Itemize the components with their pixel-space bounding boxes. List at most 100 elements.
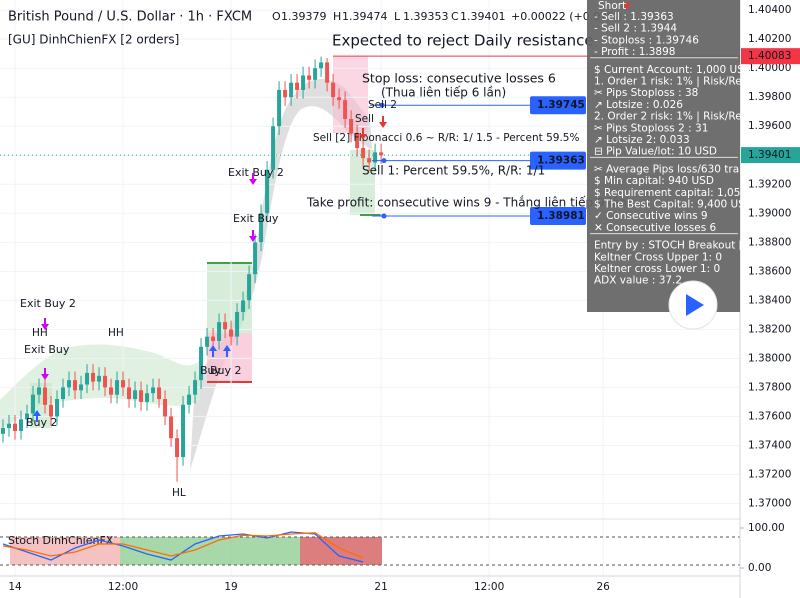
x-tick-label: 12:00 bbox=[108, 581, 138, 593]
symbol-title: British Pound / U.S. Dollar · 1h · FXCM bbox=[8, 10, 252, 25]
candle-body bbox=[109, 387, 114, 395]
candle-body bbox=[277, 89, 282, 127]
x-tick-label: 12:00 bbox=[474, 581, 504, 593]
y-tick-label: 1.37200 bbox=[748, 468, 791, 480]
order-tag bbox=[530, 96, 586, 115]
x-tick-label: 19 bbox=[224, 581, 237, 593]
candle-body bbox=[301, 75, 306, 90]
candle-body bbox=[19, 419, 24, 431]
candle-body bbox=[199, 346, 204, 381]
order-tag-label: 1.39363 bbox=[537, 155, 585, 167]
ohlc-label: H bbox=[333, 10, 341, 23]
candle-body bbox=[115, 380, 120, 395]
candle-body bbox=[211, 336, 216, 341]
stop-loss-box bbox=[207, 333, 252, 382]
stoch-zone bbox=[120, 537, 300, 565]
y-tick-label: 100.00 bbox=[748, 522, 785, 534]
order-tag bbox=[530, 151, 586, 170]
ohlc-value: 1.39379 bbox=[281, 10, 327, 23]
annotation: Exit Buy bbox=[233, 212, 279, 225]
candle-body bbox=[217, 322, 222, 341]
panel-bg bbox=[587, 0, 740, 312]
y-tick-label: 1.40400 bbox=[748, 4, 791, 16]
candle-body bbox=[169, 416, 174, 439]
candle-body bbox=[295, 82, 300, 90]
candle-body bbox=[313, 68, 318, 80]
candle-body bbox=[253, 242, 258, 275]
candle-body bbox=[73, 380, 78, 391]
candle-body bbox=[193, 380, 198, 395]
candle-body bbox=[325, 62, 330, 83]
y-tick-label: 1.37600 bbox=[748, 410, 791, 422]
sell-arrow bbox=[379, 116, 387, 128]
panel-line: ✂ Pips Stoploss 2 : 31 bbox=[594, 122, 708, 134]
candle-body bbox=[331, 82, 336, 98]
candle-body bbox=[43, 387, 48, 405]
candle-body bbox=[1, 428, 6, 434]
y-tick-label: 1.39200 bbox=[748, 178, 791, 190]
candle-body bbox=[229, 329, 234, 337]
candle-body bbox=[7, 423, 12, 429]
x-tick-label: 14 bbox=[8, 581, 22, 593]
buy-arrow bbox=[209, 345, 217, 357]
ohlc-label: O bbox=[272, 10, 281, 23]
annotation: Exit Buy bbox=[24, 343, 70, 356]
annotation: Buy 2 bbox=[26, 416, 58, 429]
y-tick-label: 1.40200 bbox=[748, 33, 791, 45]
panel-line: ⊟ Pip Value/lot: 10 USD bbox=[594, 146, 717, 158]
candle-body bbox=[133, 390, 138, 400]
annotation: Sell 2 bbox=[368, 99, 397, 111]
y-tick-label: 1.38600 bbox=[748, 265, 791, 277]
candle-body bbox=[31, 394, 36, 414]
candle-body bbox=[241, 300, 246, 312]
candle-body bbox=[361, 148, 366, 159]
panel-line: - Sell : 1.39363 bbox=[594, 11, 674, 23]
candle-body bbox=[103, 375, 108, 388]
candle-body bbox=[367, 158, 372, 163]
exit-arrow bbox=[249, 230, 257, 242]
exit-arrow bbox=[41, 368, 49, 380]
candle-body bbox=[259, 213, 264, 243]
candle-body bbox=[379, 152, 384, 156]
annotation: (Thua liên tiếp 6 lần) bbox=[381, 86, 506, 100]
candle-body bbox=[247, 274, 252, 301]
x-tick-label: 26 bbox=[596, 581, 610, 593]
order-dot bbox=[381, 213, 387, 219]
stoch-line bbox=[2, 532, 364, 559]
candle-body bbox=[61, 387, 66, 400]
panel-line: - Stoploss : 1.39746 bbox=[594, 34, 699, 46]
panel-line: ✂ Pips Stoploss : 38 bbox=[594, 87, 698, 99]
candle-body bbox=[151, 387, 156, 394]
panel-line: 2. Order 2 risk: 1% | Risk/Re bbox=[594, 111, 742, 123]
annotation: Exit Buy 2 bbox=[228, 166, 284, 179]
axes-layer: 1.40400 1.40200 1.40000 1.39800 1.39600 1.394… bbox=[8, 4, 800, 593]
candle-body bbox=[13, 423, 18, 431]
take-profit-box bbox=[207, 263, 252, 333]
y-tick-label: 1.39000 bbox=[748, 207, 791, 219]
sell-arrow bbox=[359, 128, 367, 140]
price-axis-bg bbox=[740, 0, 800, 598]
panel-line: Keltner cross Lower 1: 0 bbox=[594, 263, 720, 275]
info-panel: Short- Sell : 1.39363- Sell 2 : 1.3944- … bbox=[587, 0, 752, 312]
exit-arrow bbox=[249, 173, 257, 185]
price-tag bbox=[741, 48, 800, 65]
annotation: Exit Buy 2 bbox=[20, 297, 76, 310]
annotation: Buy bbox=[200, 364, 222, 377]
candle-body bbox=[235, 311, 240, 337]
candle-body bbox=[91, 372, 96, 382]
candle-body bbox=[67, 380, 72, 388]
price-tag-label: 1.40083 bbox=[748, 50, 791, 62]
candle-body bbox=[49, 404, 54, 417]
buy-arrow bbox=[223, 345, 231, 357]
panel-line: Keltner Cross Upper 1: 0 bbox=[594, 251, 722, 263]
candle-body bbox=[349, 118, 354, 134]
annotation: Take profit: consecutive wins 9 - Thắng … bbox=[306, 196, 627, 210]
candle-body bbox=[121, 380, 126, 388]
annotation: Sell bbox=[355, 113, 374, 125]
y-tick-label: 1.38000 bbox=[748, 352, 791, 364]
panel-line: - Profit : 1.3898 bbox=[594, 46, 675, 58]
price-tag-label: 1.39401 bbox=[748, 149, 791, 161]
candle-body bbox=[97, 375, 102, 382]
annotation: HH bbox=[32, 327, 48, 339]
candle-body bbox=[265, 169, 270, 214]
